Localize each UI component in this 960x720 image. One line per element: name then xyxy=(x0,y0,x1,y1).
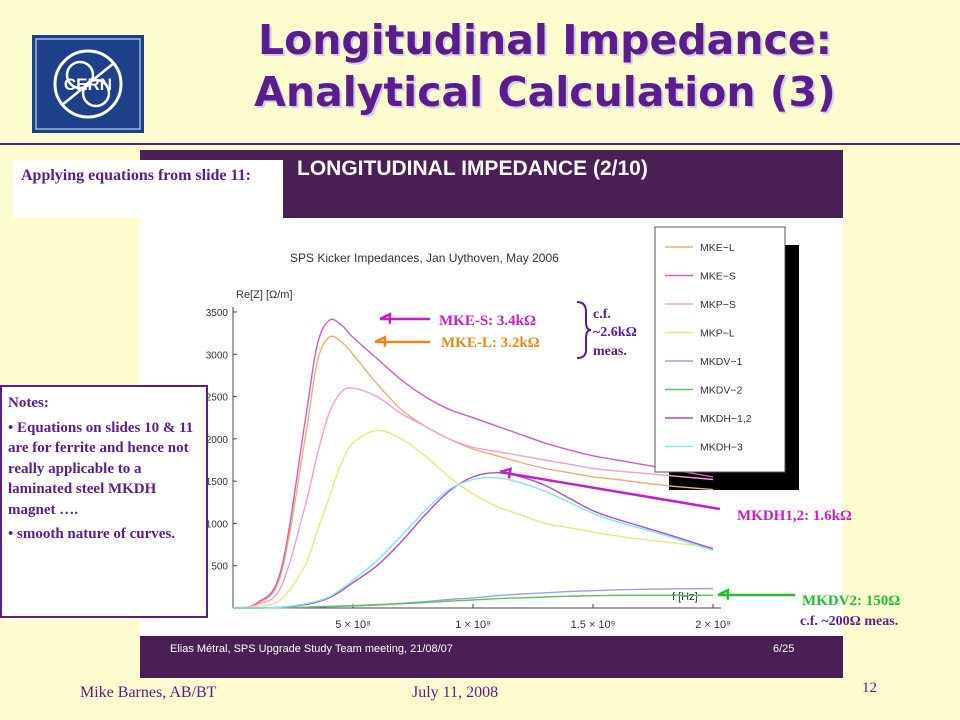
callout-cf-line3: meas. xyxy=(593,344,627,359)
legend-entry: MKDH−3 xyxy=(700,442,743,454)
y-tick-label: 3000 xyxy=(206,350,229,361)
applying-equations-box: Applying equations from slide 11: xyxy=(13,160,283,218)
y-tick-label: 2000 xyxy=(206,435,229,446)
x-tick-label: 2 × 10⁹ xyxy=(695,619,731,631)
mke-s-arrow-head xyxy=(379,312,392,324)
slide-title-line1: Longitudinal Impedance: xyxy=(257,16,833,64)
inner-slide-heading: LONGITUDINAL IMPEDANCE (2/10) xyxy=(297,157,648,180)
legend-box xyxy=(654,226,786,473)
logo-text: CERN xyxy=(64,75,112,94)
callout-cf-line2: ~2.6kΩ xyxy=(593,325,637,340)
applying-equations-text: Applying equations from slide 11: xyxy=(21,167,251,184)
chart-legend: MKE−L MKE−S MKP−S MKP−L MKDV−1 MKDV−2 MKDH−1,2… xyxy=(654,226,786,473)
legend-entry: MKP−L xyxy=(700,328,735,340)
mke-l-arrow-head xyxy=(374,335,387,347)
notes-heading: Notes: xyxy=(8,395,49,411)
page-number: 12 xyxy=(862,680,877,696)
x-axis-label: f [Hz] xyxy=(672,591,698,603)
x-tick-label: 1 × 10⁹ xyxy=(455,619,491,631)
y-tick-label: 2500 xyxy=(206,393,229,404)
legend-entry: MKP−S xyxy=(700,299,736,311)
series-line-mkp-l xyxy=(232,429,714,609)
callout-mkdv-cf: c.f. ~200Ω meas. xyxy=(800,614,898,629)
callout-mkdv: MKDV2: 150Ω xyxy=(802,593,900,609)
y-axis-label: Re[Z] [Ω/m] xyxy=(236,289,293,301)
y-tick-label: 1000 xyxy=(206,519,229,530)
callout-mke-l: MKE-L: 3.2kΩ xyxy=(441,335,540,351)
series-line-mkp-s xyxy=(232,387,714,609)
legend-entry: MKDH−1,2 xyxy=(700,413,752,425)
slide-title: Longitudinal Impedance: Analytical Calcu… xyxy=(200,14,890,118)
callout-mkdh: MKDH1,2: 1.6kΩ xyxy=(737,508,852,524)
x-tick-label: 5 × 10⁸ xyxy=(335,619,371,631)
notes-item-1: • Equations on slides 10 & 11 are for fe… xyxy=(8,419,194,518)
chart-series xyxy=(232,318,714,609)
callout-mke-s: MKE-S: 3.4kΩ xyxy=(439,313,536,329)
inner-slide-footer-left: Elias Métral, SPS Upgrade Study Team mee… xyxy=(170,643,453,655)
chart-axes: SPS Kicker Impedances, Jan Uythoven, May… xyxy=(206,251,731,631)
footer-author: Mike Barnes, AB/BT xyxy=(80,684,217,701)
legend-entry: MKDV−1 xyxy=(700,356,742,368)
series-line-mkdv-2 xyxy=(232,594,713,609)
legend-entry: MKE−S xyxy=(700,271,736,283)
mkdh-arrow-head xyxy=(499,467,513,479)
mkdh-arrow-line xyxy=(499,470,721,511)
callout-cf-line1: c.f. xyxy=(593,307,611,322)
y-tick-label: 1500 xyxy=(206,477,229,488)
cf-brace xyxy=(576,301,592,359)
cern-logo: CERN xyxy=(32,35,144,133)
y-tick-label: 500 xyxy=(211,562,228,573)
series-line-mke-s xyxy=(232,318,714,609)
y-tick-label: 3500 xyxy=(206,308,229,319)
legend-entry: MKDV−2 xyxy=(700,385,742,397)
mkdv-arrow-head xyxy=(717,588,730,600)
series-line-mke-l xyxy=(232,335,714,609)
slide-title-line2: Analytical Calculation (3) xyxy=(254,68,836,116)
legend-entry: MKE−L xyxy=(700,242,735,254)
title-divider xyxy=(0,143,960,145)
series-line-mkdh-1-2 xyxy=(232,471,714,609)
chart-annotations: MKE-S: 3.4kΩ MKE-L: 3.2kΩ c.f. ~2.6kΩ meas. M… xyxy=(374,301,900,629)
inner-slide-footer-right: 6/25 xyxy=(773,643,795,655)
notes-item-2: • smooth nature of curves. xyxy=(8,526,176,542)
footer-date: July 11, 2008 xyxy=(412,684,499,701)
x-tick-label: 1.5 × 10⁹ xyxy=(571,619,616,631)
series-line-mkdh-3 xyxy=(232,476,714,609)
chart-title: SPS Kicker Impedances, Jan Uythoven, May… xyxy=(290,251,559,265)
notes-box: Notes: • Equations on slides 10 & 11 are… xyxy=(0,385,208,618)
